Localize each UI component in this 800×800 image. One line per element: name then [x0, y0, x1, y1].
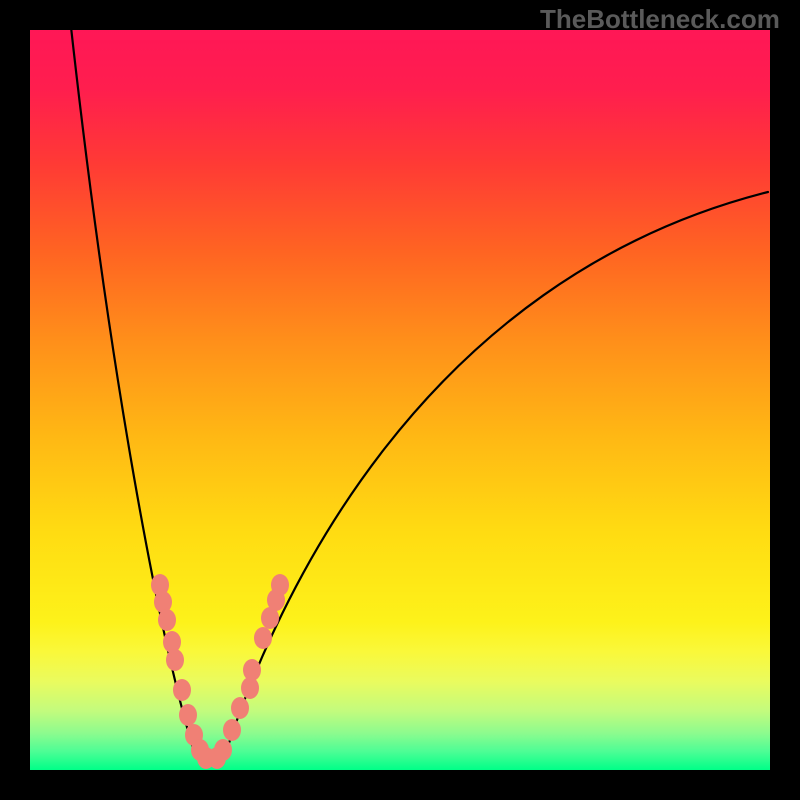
watermark-text: TheBottleneck.com — [540, 4, 780, 35]
gradient-background — [30, 30, 770, 770]
chart-canvas: TheBottleneck.com — [0, 0, 800, 800]
